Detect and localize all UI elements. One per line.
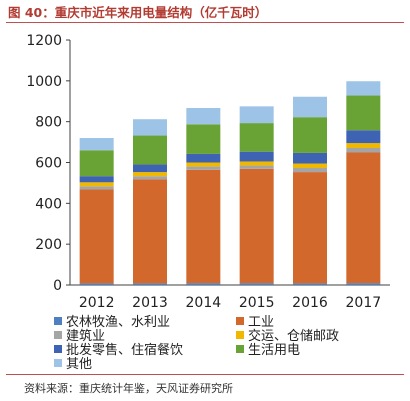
bar-segment-other-2013 — [133, 119, 167, 136]
bar-segment-other-2016 — [293, 96, 327, 118]
bar-segment-other-2017 — [346, 81, 381, 96]
bar-segment-residential-2015 — [239, 123, 274, 152]
legend-swatch-transport — [236, 331, 244, 339]
legend-label-residential: 生活用电 — [248, 343, 300, 358]
bar-segment-industry-2013 — [133, 179, 167, 284]
bar-segment-agriculture-2013 — [133, 283, 167, 285]
bar-segment-other-2012 — [79, 138, 114, 151]
source-note: 资料来源：重庆统计年鉴，天风证券研究所 — [24, 382, 233, 395]
bar-segment-industry-2012 — [79, 189, 114, 284]
x-tick-label: 2014 — [186, 295, 222, 311]
legend-swatch-retail — [54, 345, 62, 353]
y-tick-label: 800 — [35, 115, 62, 131]
bar-segment-construction-2012 — [79, 186, 114, 190]
bar-segment-construction-2015 — [239, 165, 274, 169]
y-tick-label: 1200 — [26, 33, 62, 49]
bar-segment-agriculture-2014 — [186, 283, 221, 285]
x-tick-label: 2017 — [346, 295, 382, 311]
bar-segment-transport-2015 — [239, 161, 274, 166]
x-tick-label: 2012 — [79, 295, 115, 311]
bar-segment-residential-2014 — [186, 124, 221, 154]
bar-segment-retail-2013 — [133, 164, 167, 173]
bar-segment-transport-2014 — [186, 162, 221, 167]
title-bar — [6, 2, 404, 23]
bar-segment-transport-2017 — [346, 143, 381, 149]
bar-segment-retail-2012 — [79, 176, 114, 183]
bar-segment-construction-2013 — [133, 176, 167, 180]
source-divider — [6, 374, 404, 375]
bar-segment-other-2015 — [239, 106, 274, 124]
legend-swatch-other — [54, 359, 62, 367]
bar-segment-agriculture-2015 — [239, 283, 274, 285]
x-tick-label: 2016 — [292, 295, 328, 311]
legend-label-other: 其他 — [66, 357, 92, 372]
bar-segment-residential-2012 — [79, 150, 114, 177]
legend-swatch-residential — [236, 345, 244, 353]
bar-segment-retail-2014 — [186, 153, 221, 163]
legend-swatch-agriculture — [54, 317, 62, 325]
legend-label-industry: 工业 — [248, 315, 274, 330]
bar-segment-other-2014 — [186, 107, 221, 125]
legend-label-retail: 批发零售、住宿餐饮 — [66, 342, 183, 358]
chart-title: 图 40：重庆市近年来用电量结构（亿千瓦时） — [8, 5, 268, 20]
bar-segment-retail-2016 — [293, 152, 327, 164]
y-tick-label: 600 — [35, 156, 62, 172]
bar-segment-transport-2013 — [133, 172, 167, 177]
x-tick-label: 2015 — [239, 295, 275, 311]
y-tick-label: 1000 — [26, 74, 62, 90]
bar-segment-retail-2017 — [346, 130, 381, 144]
bar-segment-retail-2015 — [239, 151, 274, 162]
y-tick-label: 0 — [53, 278, 62, 294]
bar-segment-industry-2017 — [346, 152, 381, 284]
stacked-bar-chart: 0 200 400 600 800 1000 1200 2012 2013 2014 2015 201… — [26, 33, 390, 372]
bar-segment-industry-2016 — [293, 172, 327, 284]
bar-segment-construction-2014 — [186, 166, 221, 170]
axis-layer: 0 200 400 600 800 1000 1200 2012 2013 2014 2015 201… — [26, 33, 390, 311]
y-tick-label: 400 — [35, 196, 62, 212]
bar-segment-agriculture-2012 — [79, 283, 114, 285]
bar-segment-construction-2016 — [293, 168, 327, 173]
bar-segment-transport-2016 — [293, 163, 327, 169]
bar-segment-agriculture-2016 — [293, 283, 327, 285]
legend-label-transport: 交运、仓储邮政 — [248, 328, 339, 344]
bar-segment-transport-2012 — [79, 182, 114, 187]
bar-segment-agriculture-2017 — [346, 283, 381, 285]
bar-segment-residential-2016 — [293, 117, 327, 153]
bar-segment-residential-2013 — [133, 135, 167, 165]
bar-segment-industry-2015 — [239, 168, 274, 284]
y-tick-label: 200 — [35, 237, 62, 253]
legend-label-agriculture: 农林牧渔、水利业 — [66, 315, 170, 330]
bar-segment-residential-2017 — [346, 95, 381, 131]
legend-label-construction: 建筑业 — [66, 328, 105, 344]
bar-segment-construction-2017 — [346, 148, 381, 153]
legend-swatch-industry — [236, 317, 244, 325]
legend-swatch-construction — [54, 331, 62, 339]
x-tick-label: 2013 — [132, 295, 168, 311]
bar-layer — [79, 81, 381, 285]
bar-segment-industry-2014 — [186, 169, 221, 284]
